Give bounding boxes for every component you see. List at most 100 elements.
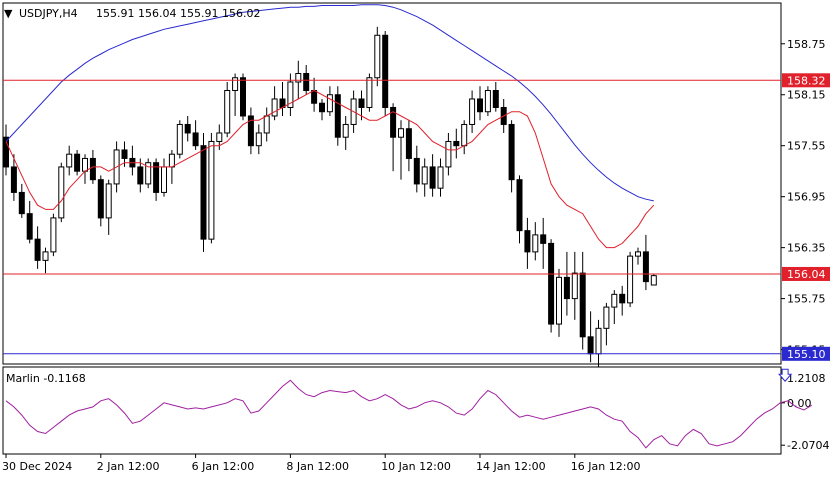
time-tick-label: 6 Jan 12:00: [192, 460, 255, 473]
symbol-triangle-icon[interactable]: ▼: [4, 7, 13, 20]
candle[interactable]: [240, 73, 246, 121]
candle[interactable]: [405, 120, 412, 172]
candle-body: [168, 153, 175, 168]
candle[interactable]: [58, 162, 65, 223]
candle[interactable]: [571, 251, 578, 320]
candle[interactable]: [374, 26, 381, 87]
candle[interactable]: [247, 107, 254, 155]
price-panel[interactable]: 158.75 158.15 157.55 156.95 156.35 155.75 155.…: [2, 2, 830, 367]
candle[interactable]: [650, 273, 657, 286]
time-tick-label: 16 Jan 12:00: [571, 460, 641, 473]
candle[interactable]: [153, 158, 160, 201]
candle[interactable]: [34, 226, 41, 269]
candle[interactable]: [563, 251, 570, 316]
candle-body: [437, 166, 444, 189]
candle[interactable]: [453, 128, 460, 159]
candle[interactable]: [611, 290, 618, 325]
candle[interactable]: [390, 103, 397, 172]
candle[interactable]: [556, 268, 562, 337]
oscillator-label: Marlin -0.1168: [6, 372, 86, 385]
candle[interactable]: [603, 302, 610, 346]
candle[interactable]: [50, 213, 57, 257]
candle[interactable]: [224, 81, 231, 138]
candle-body: [548, 242, 555, 325]
candle-body: [421, 166, 428, 185]
candle-body: [10, 166, 17, 193]
level-tag-155.10: [782, 346, 830, 361]
candle[interactable]: [619, 285, 626, 316]
candle[interactable]: [74, 149, 81, 176]
candle[interactable]: [445, 132, 452, 176]
candle[interactable]: [579, 251, 586, 350]
candle[interactable]: [105, 179, 112, 235]
candle[interactable]: [208, 132, 215, 244]
oscillator-tick-label: 0.00: [787, 397, 812, 410]
candle[interactable]: [42, 247, 49, 274]
candle-body: [595, 327, 602, 355]
price-tick-label: 156.95: [787, 191, 826, 204]
candle[interactable]: [319, 98, 325, 121]
candle-body: [216, 132, 223, 142]
candle[interactable]: [176, 120, 183, 159]
candle-body: [492, 89, 499, 108]
candle[interactable]: [413, 145, 420, 193]
candle[interactable]: [3, 124, 9, 176]
candle[interactable]: [271, 86, 278, 121]
candle[interactable]: [255, 124, 262, 155]
candle[interactable]: [184, 115, 191, 142]
candle[interactable]: [66, 145, 73, 176]
candle[interactable]: [326, 86, 333, 116]
candle[interactable]: [469, 90, 476, 133]
candle[interactable]: [508, 120, 515, 193]
candle-body: [232, 77, 239, 91]
candle[interactable]: [635, 247, 641, 265]
candle[interactable]: [429, 154, 436, 197]
candle[interactable]: [421, 158, 428, 197]
candle[interactable]: [382, 31, 389, 116]
candle[interactable]: [200, 132, 207, 252]
candle-body: [532, 234, 539, 253]
candle[interactable]: [26, 200, 33, 244]
level-tag-label: 158.32: [787, 74, 826, 87]
candle[interactable]: [516, 175, 523, 244]
candle[interactable]: [484, 86, 491, 116]
candle-body: [524, 230, 531, 253]
candle-body: [382, 34, 389, 108]
candle[interactable]: [137, 158, 144, 193]
candle[interactable]: [97, 175, 104, 227]
candle-body: [358, 98, 365, 108]
candle[interactable]: [366, 73, 373, 112]
candle-body: [319, 102, 325, 113]
candle[interactable]: [398, 120, 404, 180]
oscillator-panel[interactable]: 1.2108 0.00 -2.0704: [2, 366, 829, 455]
candle[interactable]: [334, 86, 341, 146]
candle[interactable]: [437, 158, 444, 197]
candle-body: [255, 132, 262, 147]
candle[interactable]: [548, 239, 555, 333]
candle[interactable]: [145, 158, 152, 189]
candle-body: [192, 132, 199, 147]
candle[interactable]: [540, 217, 547, 269]
candle-body: [26, 213, 33, 240]
candle[interactable]: [524, 217, 531, 269]
price-tick-label: 158.75: [787, 38, 826, 51]
candle-body: [50, 217, 57, 253]
candle[interactable]: [18, 183, 25, 218]
candle[interactable]: [627, 251, 634, 308]
price-tick-label: 158.15: [787, 89, 826, 102]
candle[interactable]: [532, 222, 539, 261]
candle-body: [42, 251, 49, 261]
candle-body: [627, 255, 634, 304]
candle[interactable]: [358, 90, 365, 121]
candle-body: [121, 149, 128, 159]
candle[interactable]: [642, 234, 649, 291]
candle[interactable]: [192, 120, 199, 150]
candle[interactable]: [342, 115, 349, 150]
candle-body: [137, 166, 144, 185]
candle[interactable]: [477, 86, 483, 121]
candle[interactable]: [10, 154, 17, 201]
candle-body: [224, 89, 231, 134]
candle[interactable]: [492, 81, 499, 112]
